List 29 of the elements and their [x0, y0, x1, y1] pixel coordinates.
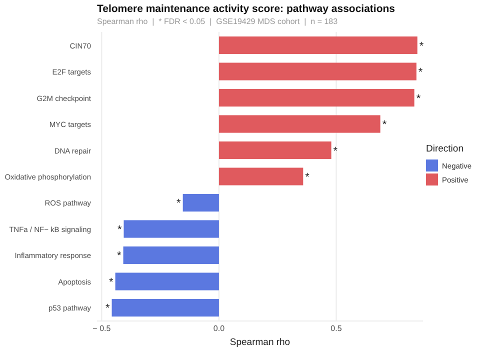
data-label: *: [416, 92, 422, 105]
bar: [115, 272, 219, 290]
bar: [123, 246, 219, 264]
chart-title: Telomere maintenance activity score: pathway associations: [97, 3, 396, 15]
x-tick-label: 0.0: [213, 324, 226, 333]
data-label: *: [117, 224, 122, 236]
bar: [218, 62, 416, 80]
data-label: *: [109, 276, 114, 288]
bar: [182, 194, 219, 212]
bar: [112, 298, 219, 317]
legend-title: Direction: [426, 144, 464, 154]
data-label: *: [382, 119, 388, 131]
x-tick-label: − 0.5: [92, 324, 112, 333]
bar: [218, 36, 418, 54]
data-label: *: [305, 172, 310, 184]
data-label: *: [419, 40, 424, 52]
data-label: *: [116, 250, 122, 262]
bar: [218, 168, 304, 186]
bar: [218, 141, 332, 160]
x-axis-title: Spearman rho: [230, 337, 290, 348]
bar: [218, 88, 414, 107]
bar: [218, 115, 380, 133]
data-label: *: [418, 66, 424, 79]
x-tick-label: 0.5: [330, 324, 342, 333]
bar: [124, 220, 219, 238]
data-label: *: [176, 198, 182, 210]
chart-subtitle: Spearman rho | * FDR < 0.05 | GSE19429 MDS cohort | n = 183: [97, 17, 338, 26]
data-label: *: [105, 302, 110, 315]
data-label: *: [333, 145, 338, 158]
